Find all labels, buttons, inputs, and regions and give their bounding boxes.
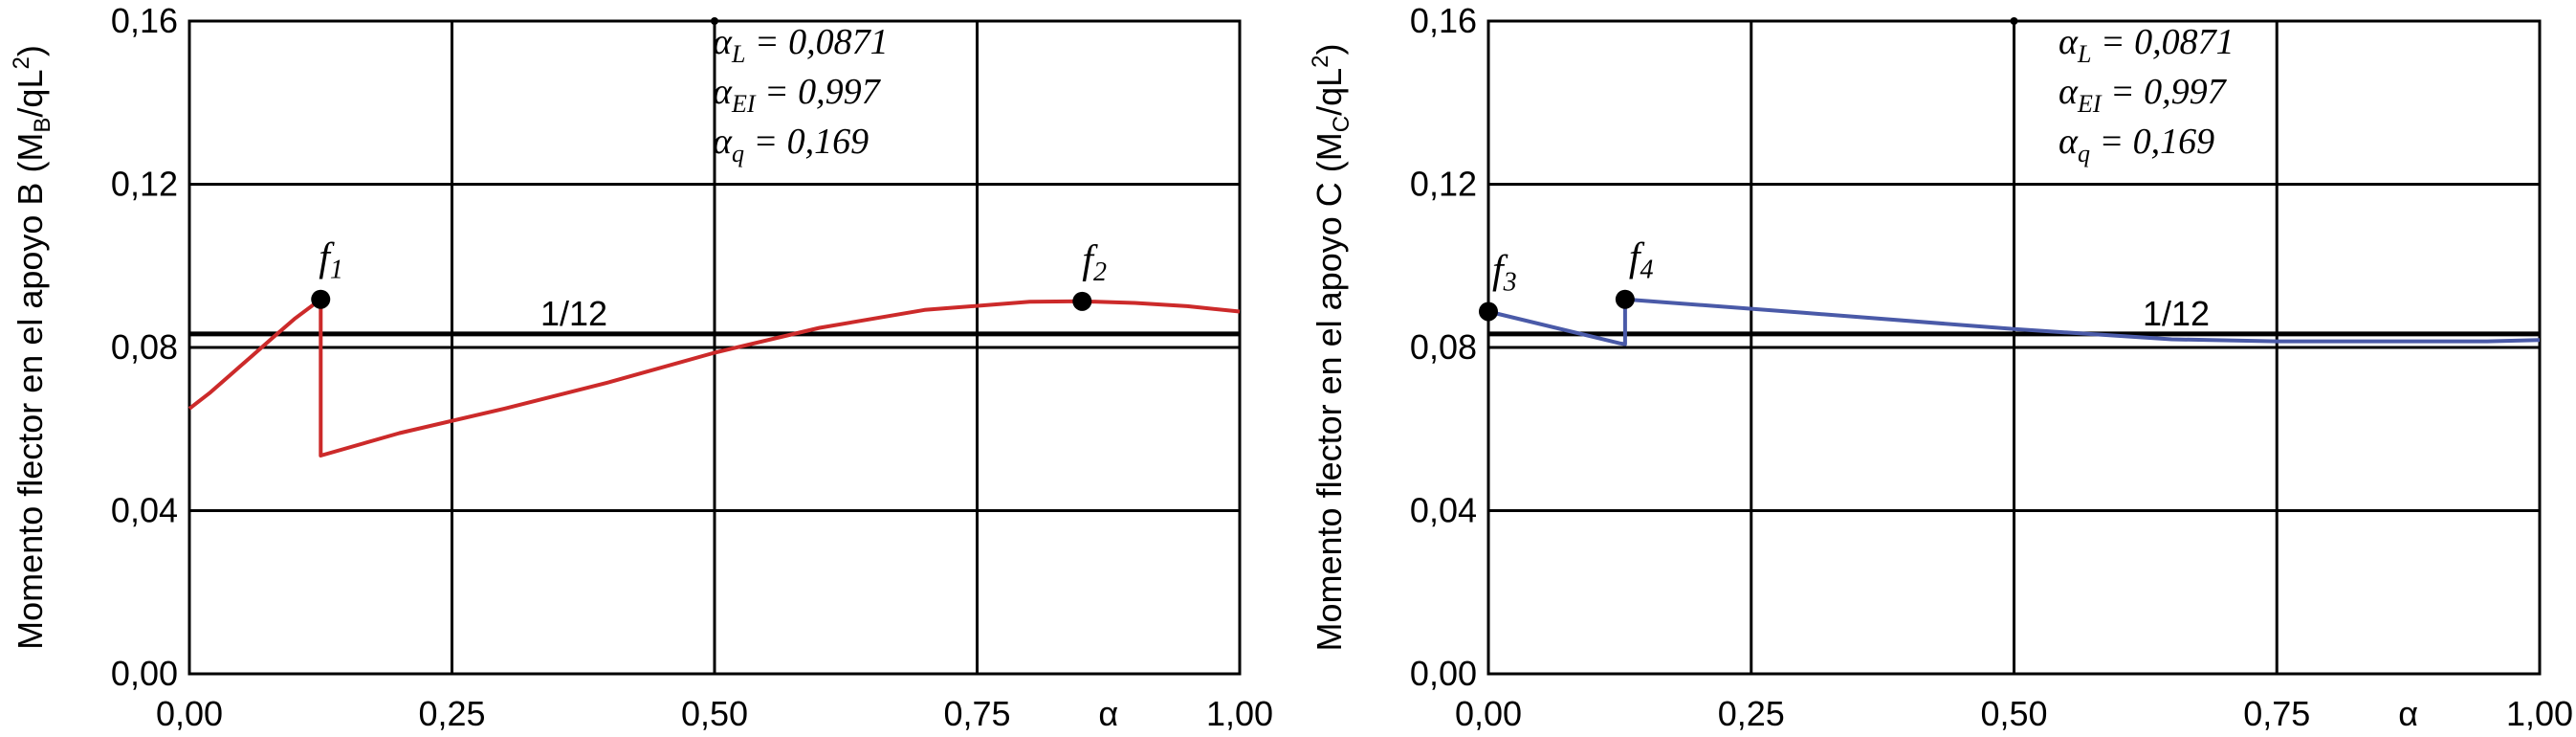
x-tick-label: 0,50: [681, 694, 748, 733]
x-axis-label: α: [2398, 694, 2418, 733]
x-tick-label: 0,25: [418, 694, 485, 733]
point-label: f3: [1492, 248, 1517, 297]
reference-line-label: 1/12: [2143, 294, 2210, 333]
y-tick-label: 0,04: [1410, 491, 1477, 530]
y-tick-label: 0,00: [1410, 654, 1477, 693]
chart-panel-2: 1/12 0,00 0,25 0,50 0,75 1,00 α 0,00 0,04 0,08 0,1…: [1308, 1, 2573, 733]
y-tick-label: 0,08: [1410, 327, 1477, 367]
top-marker: [711, 17, 718, 25]
x-tick-label: 0,00: [1455, 694, 1522, 733]
chart-panel-1: 1/12 0,00 0,25 0,50 0,75 1,00 α 0,00 0,04 0,08 0,1…: [9, 1, 1273, 733]
x-tick-label: 1,00: [2506, 694, 2573, 733]
top-marker: [2010, 17, 2018, 25]
data-point-f1: [311, 289, 331, 309]
y-axis-label: Momento flector en el apoyo C (MC/qL2): [1308, 44, 1354, 652]
series-line: [1487, 297, 2541, 346]
x-tick-label: 0,25: [1718, 694, 1785, 733]
y-axis-label: Momento flector en el apoyo B (MB/qL2): [9, 45, 55, 650]
parameter-annotation: αL = 0,0871: [2059, 22, 2235, 68]
x-tick-label: 0,00: [156, 694, 223, 733]
y-tick-label: 0,08: [111, 327, 178, 367]
parameter-annotation: αEI = 0,997: [2059, 72, 2228, 118]
data-point-f4: [1615, 289, 1635, 309]
y-tick-label: 0,16: [111, 1, 178, 40]
x-tick-label: 0,50: [1980, 694, 2047, 733]
x-axis-label: α: [1098, 694, 1118, 733]
reference-line-label: 1/12: [540, 294, 607, 333]
y-tick-label: 0,04: [111, 491, 178, 530]
point-label: f4: [1629, 236, 1654, 285]
y-tick-label: 0,16: [1410, 1, 1477, 40]
y-tick-label: 0,00: [111, 654, 178, 693]
data-point-f2: [1072, 291, 1092, 311]
y-tick-label: 0,12: [111, 165, 178, 204]
parameter-annotation: αEI = 0,997: [713, 72, 882, 118]
parameter-annotation: αL = 0,0871: [713, 22, 889, 68]
point-label: f1: [319, 236, 343, 285]
data-point-f3: [1479, 302, 1498, 322]
y-tick-label: 0,12: [1410, 165, 1477, 204]
point-label: f2: [1082, 238, 1107, 287]
x-tick-label: 1,00: [1206, 694, 1273, 733]
x-tick-label: 0,75: [2243, 694, 2310, 733]
parameter-annotation: αq = 0,169: [2059, 122, 2214, 168]
parameter-annotation: αq = 0,169: [713, 122, 869, 168]
x-tick-label: 0,75: [943, 694, 1010, 733]
